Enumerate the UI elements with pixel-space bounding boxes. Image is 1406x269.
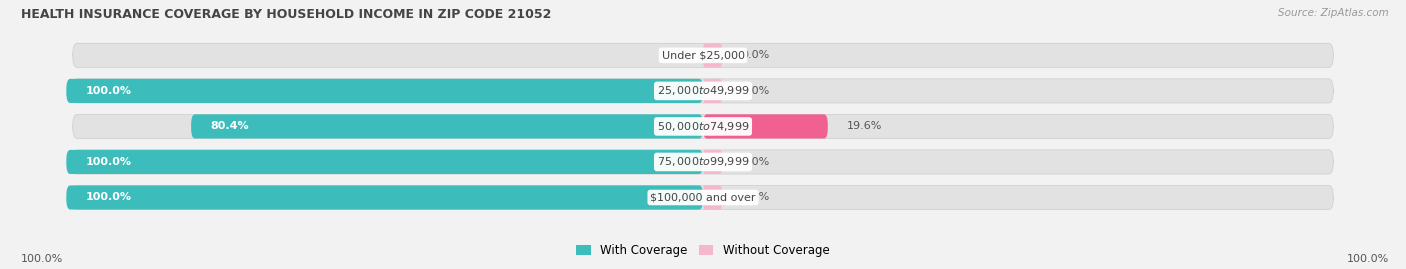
FancyBboxPatch shape [703, 150, 723, 174]
Text: Under $25,000: Under $25,000 [661, 50, 745, 60]
FancyBboxPatch shape [66, 150, 703, 174]
FancyBboxPatch shape [703, 79, 723, 103]
Legend: With Coverage, Without Coverage: With Coverage, Without Coverage [572, 239, 834, 262]
Text: $100,000 and over: $100,000 and over [650, 193, 756, 203]
Text: 100.0%: 100.0% [21, 254, 63, 264]
Text: 80.4%: 80.4% [211, 121, 249, 132]
Text: 0.0%: 0.0% [662, 50, 690, 60]
FancyBboxPatch shape [191, 114, 703, 139]
Text: 0.0%: 0.0% [741, 86, 769, 96]
FancyBboxPatch shape [73, 185, 1333, 210]
Text: 0.0%: 0.0% [741, 193, 769, 203]
FancyBboxPatch shape [703, 114, 828, 139]
Text: 100.0%: 100.0% [86, 157, 131, 167]
FancyBboxPatch shape [73, 150, 1333, 174]
FancyBboxPatch shape [66, 79, 703, 103]
Text: 0.0%: 0.0% [741, 157, 769, 167]
FancyBboxPatch shape [66, 185, 703, 210]
Text: 100.0%: 100.0% [1347, 254, 1389, 264]
FancyBboxPatch shape [73, 79, 1333, 103]
Text: 100.0%: 100.0% [86, 193, 131, 203]
Text: $25,000 to $49,999: $25,000 to $49,999 [657, 84, 749, 97]
Text: 0.0%: 0.0% [741, 50, 769, 60]
Text: $50,000 to $74,999: $50,000 to $74,999 [657, 120, 749, 133]
FancyBboxPatch shape [703, 185, 723, 210]
Text: 100.0%: 100.0% [86, 86, 131, 96]
Text: Source: ZipAtlas.com: Source: ZipAtlas.com [1278, 8, 1389, 18]
Text: HEALTH INSURANCE COVERAGE BY HOUSEHOLD INCOME IN ZIP CODE 21052: HEALTH INSURANCE COVERAGE BY HOUSEHOLD I… [21, 8, 551, 21]
FancyBboxPatch shape [73, 114, 1333, 139]
Text: 19.6%: 19.6% [846, 121, 882, 132]
FancyBboxPatch shape [73, 43, 1333, 68]
FancyBboxPatch shape [703, 43, 723, 68]
Text: $75,000 to $99,999: $75,000 to $99,999 [657, 155, 749, 168]
